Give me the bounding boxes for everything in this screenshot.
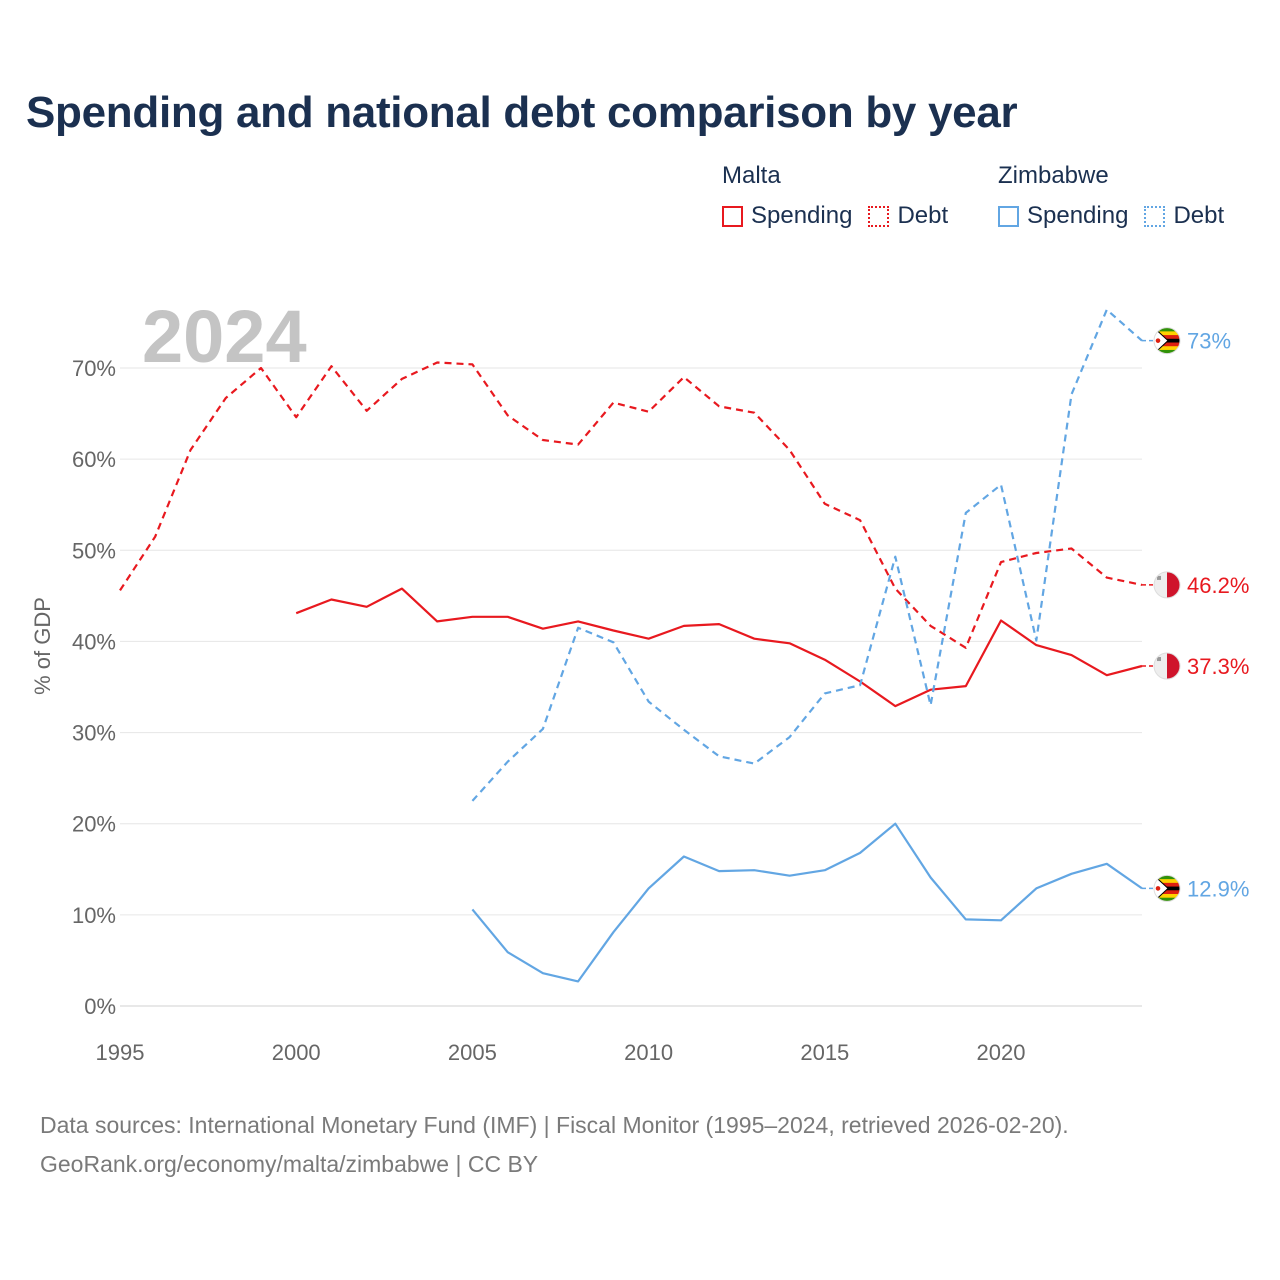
data-source-text: Data sources: International Monetary Fun… bbox=[40, 1112, 1069, 1138]
y-tick-label: 60% bbox=[72, 447, 116, 472]
zimbabwe-spending-end-label: 12.9% bbox=[1187, 876, 1249, 901]
y-tick-label: 10% bbox=[72, 903, 116, 928]
zimbabwe-flag-icon bbox=[1153, 327, 1181, 355]
y-axis-label: % of GDP bbox=[30, 597, 55, 695]
zimbabwe-debt-end-label: 73% bbox=[1187, 329, 1231, 354]
legend-label: Spending bbox=[1027, 202, 1129, 229]
legend-group-malta: Malta Spending Debt bbox=[722, 162, 964, 230]
malta-flag-icon bbox=[1153, 571, 1181, 599]
legend-item-zimbabwe-spending[interactable]: Spending bbox=[998, 202, 1128, 230]
x-tick-label: 2015 bbox=[800, 1040, 849, 1065]
legend-item-zimbabwe-debt[interactable]: Debt bbox=[1144, 202, 1224, 230]
legend-label: Debt bbox=[1173, 202, 1225, 229]
chart-title: Spending and national debt comparison by… bbox=[26, 88, 1018, 137]
legend-label: Spending bbox=[751, 202, 853, 229]
zimbabwe-spending-line bbox=[471, 822, 1143, 983]
year-watermark: 2024 bbox=[142, 295, 307, 378]
legend-group-zimbabwe: Zimbabwe Spending Debt bbox=[998, 162, 1240, 230]
x-tick-label: 2005 bbox=[448, 1040, 497, 1065]
legend-group-name: Zimbabwe bbox=[998, 162, 1109, 189]
x-tick-label: 2020 bbox=[977, 1040, 1026, 1065]
y-tick-label: 30% bbox=[72, 721, 116, 746]
y-tick-label: 0% bbox=[84, 994, 116, 1019]
footer: Data sources: International Monetary Fun… bbox=[40, 1106, 1069, 1184]
y-tick-label: 50% bbox=[72, 538, 116, 563]
legend-swatch-solid-icon bbox=[998, 205, 1019, 227]
attribution-text: GeoRank.org/economy/malta/zimbabwe | CC … bbox=[40, 1151, 539, 1177]
malta-spending-line bbox=[295, 587, 1143, 708]
malta-flag-icon bbox=[1153, 652, 1181, 680]
legend-label: Debt bbox=[897, 202, 949, 229]
legend-swatch-solid-icon bbox=[722, 205, 743, 227]
y-tick-label: 20% bbox=[72, 812, 116, 837]
zimbabwe-debt-line bbox=[471, 308, 1143, 802]
y-tick-label: 40% bbox=[72, 629, 116, 654]
malta-debt-end-label: 46.2% bbox=[1187, 573, 1249, 598]
legend-item-malta-spending[interactable]: Spending bbox=[722, 202, 852, 230]
y-tick-label: 70% bbox=[72, 356, 116, 381]
legend-swatch-dotted-icon bbox=[868, 205, 890, 227]
x-tick-label: 2000 bbox=[272, 1040, 321, 1065]
zimbabwe-flag-icon bbox=[1153, 874, 1181, 902]
legend-item-malta-debt[interactable]: Debt bbox=[868, 202, 948, 230]
malta-debt-line bbox=[119, 361, 1143, 649]
legend-swatch-dotted-icon bbox=[1144, 205, 1166, 227]
x-tick-label: 2010 bbox=[624, 1040, 673, 1065]
legend-group-name: Malta bbox=[722, 162, 781, 189]
malta-spending-end-label: 37.3% bbox=[1187, 654, 1249, 679]
x-tick-label: 1995 bbox=[96, 1040, 145, 1065]
line-chart: 2024 0% 10% 20% 30% 40% 50% 60% 70% 1995 2000 2005… bbox=[30, 295, 1249, 1065]
